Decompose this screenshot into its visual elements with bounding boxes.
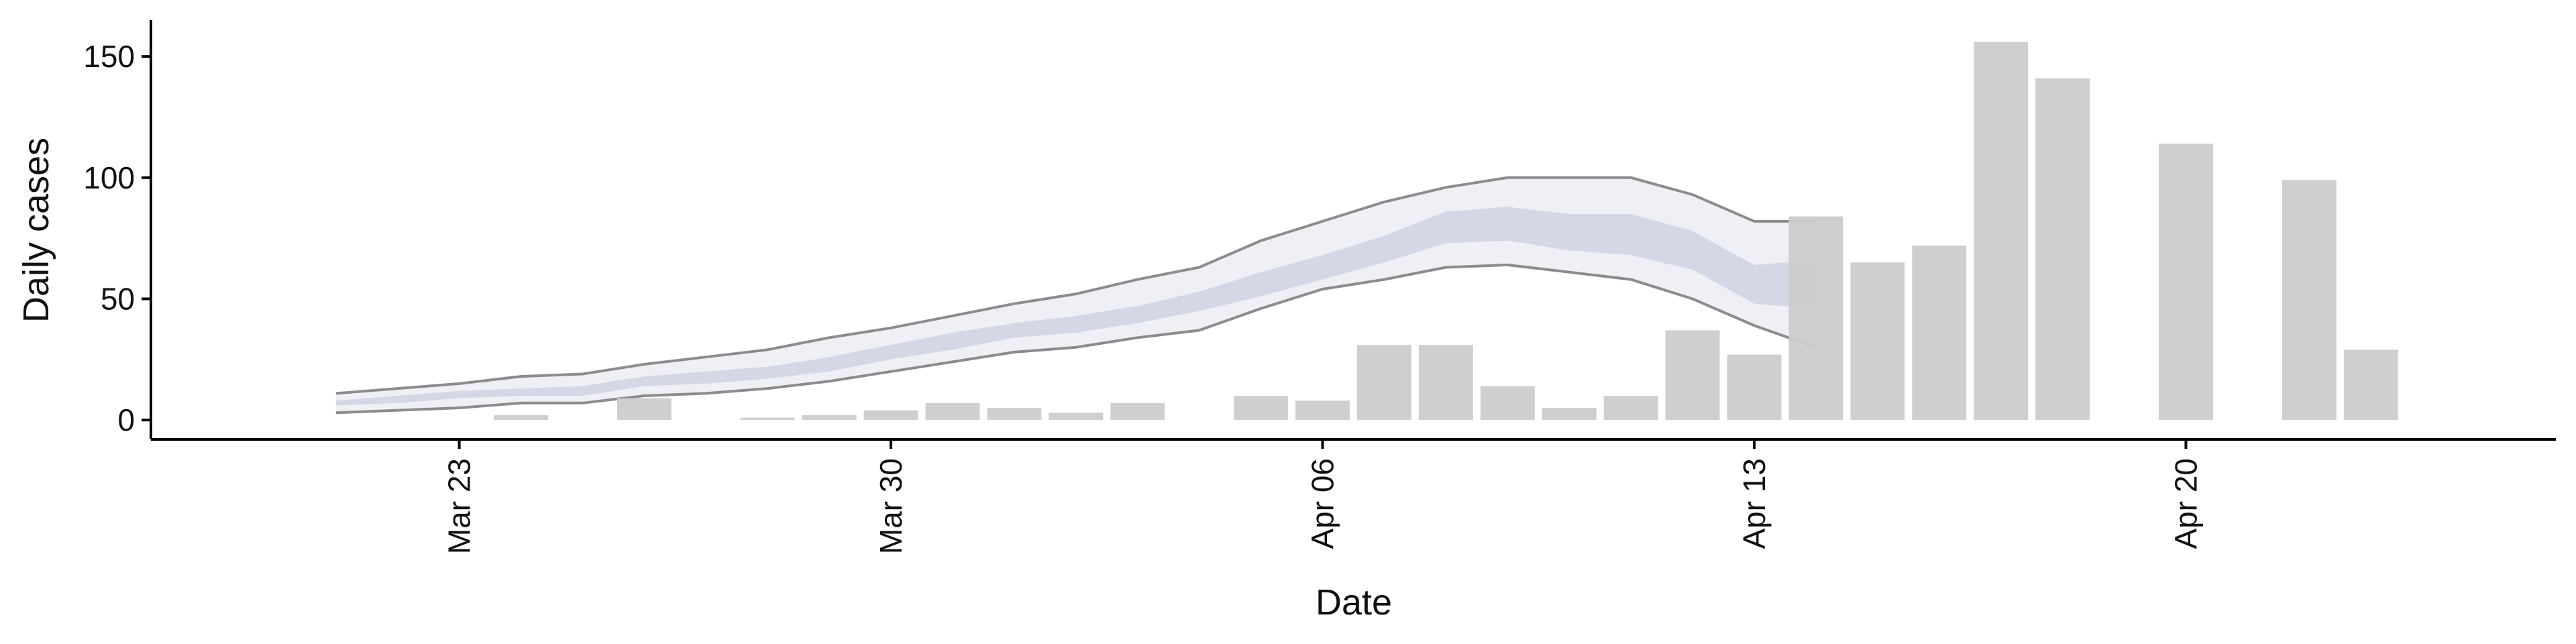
x-tick-label: Apr 06 xyxy=(1305,458,1340,549)
lower-bound-line xyxy=(335,263,1817,415)
nowcast-band xyxy=(335,176,1817,415)
bar xyxy=(1480,386,1535,421)
bar xyxy=(494,415,548,421)
bar xyxy=(987,408,1042,421)
y-tick-label: 150 xyxy=(83,39,135,74)
bar xyxy=(2282,180,2337,421)
y-tick-label: 100 xyxy=(83,160,135,195)
bar xyxy=(1049,413,1104,421)
bar xyxy=(1357,345,1411,421)
upper-bound-line xyxy=(335,176,1816,395)
bar xyxy=(1110,402,1165,421)
y-tick-label: 50 xyxy=(101,281,135,316)
bar xyxy=(802,415,857,421)
bar xyxy=(1418,345,1473,421)
bar xyxy=(1234,396,1289,421)
bar xyxy=(2035,78,2090,421)
bar xyxy=(1665,330,1720,421)
bar xyxy=(1974,42,2029,421)
bar xyxy=(1542,408,1597,421)
inner-interval xyxy=(335,207,1816,406)
bar xyxy=(925,402,980,421)
bar xyxy=(1603,396,1658,421)
bar xyxy=(2343,350,2398,421)
bar xyxy=(1295,400,1350,421)
bar xyxy=(740,417,795,421)
bar xyxy=(616,398,672,421)
bar xyxy=(863,410,918,421)
bar xyxy=(1912,246,1967,421)
bar xyxy=(1727,354,1782,421)
bar xyxy=(2159,144,2213,420)
x-tick-label: Mar 30 xyxy=(873,458,908,554)
bar xyxy=(1850,262,1905,421)
x-tick-label: Mar 23 xyxy=(442,458,477,554)
bar xyxy=(1788,216,1843,421)
x-axis-title: Date xyxy=(1316,582,1392,623)
x-tick-label: Apr 13 xyxy=(1737,458,1772,549)
bar-series xyxy=(494,42,2398,421)
axes: 0 50 100 150 Mar 23 Mar 30 Apr 06 Apr 13 Apr 20 xyxy=(83,20,2556,554)
y-tick-label: 0 xyxy=(117,402,135,437)
y-axis-title: Daily cases xyxy=(16,138,56,323)
x-tick-label: Apr 20 xyxy=(2169,458,2204,549)
